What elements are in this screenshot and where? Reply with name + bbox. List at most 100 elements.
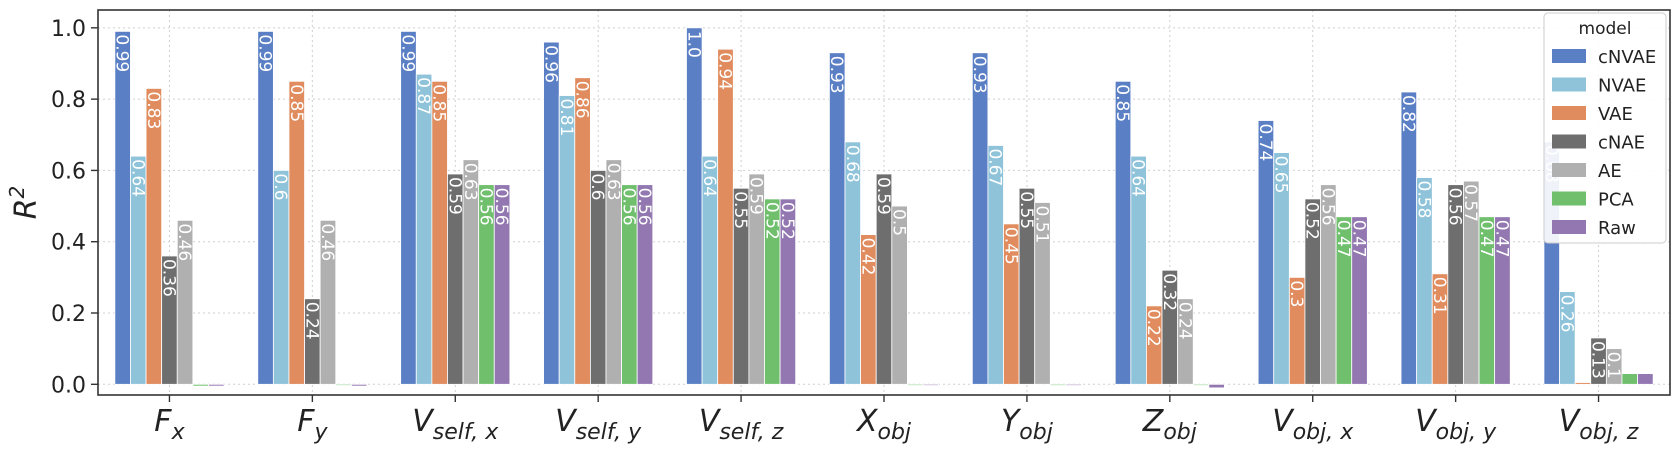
bar-value-label: 0.47: [1333, 220, 1353, 258]
x-tick-label-base: V: [1415, 404, 1438, 439]
bar-value-label: 0.83: [143, 91, 163, 129]
bar-AE-6: [1034, 202, 1051, 385]
legend-item-cNVAE[interactable]: cNVAE: [1552, 47, 1656, 68]
bar-value-label: 0.36: [158, 259, 178, 297]
bar-NVAE-3: [558, 95, 576, 385]
x-tick-label-sub: obj: [1163, 420, 1197, 445]
bar-value-label: 0.55: [730, 191, 750, 229]
bar-AE-0: [176, 219, 194, 385]
bar-value-label: 0.67: [985, 148, 1005, 186]
bar-NVAE-8: [1273, 152, 1290, 385]
bar-value-label: 0.64: [127, 159, 147, 197]
bar-value-label: 0.6: [587, 173, 607, 200]
bar-cNVAE-6: [971, 52, 989, 385]
y-tick-label: 0.8: [51, 88, 86, 113]
legend-label: cNAE: [1598, 133, 1645, 154]
legend-swatch: [1552, 191, 1586, 206]
bar-cNVAE-4: [686, 27, 703, 385]
bar-cNVAE-1: [257, 30, 274, 385]
legend-swatch: [1552, 134, 1586, 149]
bar-cNAE-3: [589, 170, 607, 385]
bar-value-label: 0.32: [1159, 273, 1179, 311]
bar-PCA-5: [907, 383, 924, 386]
bar-value-label: 0.51: [1032, 206, 1052, 244]
bar-Raw-1: [350, 383, 368, 387]
bar-value-label: 0.86: [572, 81, 592, 119]
x-tick-label-base: V: [1559, 404, 1582, 439]
x-tick-label: Fx: [154, 404, 185, 445]
x-tick-label: Vobj, z: [1559, 404, 1639, 445]
legend[interactable]: model cNVAE NVAE VAE cNAE AE PCA Raw: [1543, 12, 1667, 244]
bar-value-label: 0.99: [112, 34, 132, 72]
y-tick-label: 0.6: [51, 159, 86, 184]
x-tick-label: Yobj: [1001, 404, 1054, 445]
bar-Raw-10: [1637, 373, 1654, 385]
x-tick-label-base: Y: [1001, 404, 1022, 439]
x-tick-label: Xobj: [855, 404, 912, 445]
bar-value-label: 0.56: [475, 188, 495, 226]
x-tick-label-sub: self, z: [719, 420, 783, 445]
x-tick-label-sub: obj, x: [1293, 420, 1355, 445]
bar-cNVAE-9: [1400, 91, 1418, 385]
bar-value-label: 0.47: [1476, 220, 1496, 258]
bar-value-label: 0.24: [1174, 302, 1194, 340]
y-label-exponent: 2: [5, 186, 29, 199]
bar-PCA-10: [1621, 373, 1638, 385]
x-tick-label-base: Z: [1142, 404, 1165, 439]
bar-value-label: 0.59: [746, 177, 766, 215]
bar-NVAE-10: [1559, 291, 1576, 385]
bar-value-label: 0.47: [1349, 220, 1369, 258]
x-tick-label-base: F: [154, 404, 172, 439]
legend-label: cNVAE: [1598, 47, 1656, 68]
bar-value-label: 0.56: [491, 188, 511, 226]
bar-PCA-7: [1192, 383, 1210, 386]
y-label-base: R: [9, 198, 44, 219]
bar-value-label: 0.96: [540, 45, 560, 83]
bar-value-label: 0.56: [618, 188, 638, 226]
legend-item-PCA[interactable]: PCA: [1552, 190, 1634, 211]
legend-item-AE[interactable]: AE: [1552, 161, 1622, 182]
legend-item-Raw[interactable]: Raw: [1552, 218, 1636, 239]
bar-PCA-6: [1049, 383, 1067, 386]
bar-cNVAE-5: [829, 52, 846, 385]
bar-value-label: 0.1: [1603, 352, 1623, 379]
bar-value-label: 0.52: [1302, 202, 1322, 240]
plot-frame: [97, 9, 1671, 396]
x-tick-label-sub: x: [171, 420, 186, 445]
y-axis: 0.0 0.2 0.4 0.6 0.8 1.0: [51, 17, 98, 398]
legend-label: AE: [1598, 161, 1622, 182]
bar-value-label: 0.87: [413, 77, 433, 115]
bar-value-label: 0.56: [1317, 188, 1337, 226]
x-tick-label: Vobj, y: [1415, 404, 1497, 445]
bar-Raw-3: [636, 184, 654, 385]
bar-value-label: 0.6: [270, 173, 290, 200]
legend-item-VAE[interactable]: VAE: [1552, 104, 1633, 125]
bar-value-label: 0.85: [429, 84, 449, 122]
bar-AE-5: [891, 205, 908, 385]
bar-Raw-7: [1208, 383, 1225, 389]
legend-item-cNAE[interactable]: cNAE: [1552, 133, 1645, 154]
bar-value-label: 0.59: [444, 177, 464, 215]
bar-Raw-4: [779, 198, 797, 385]
x-tick-label-sub: y: [313, 420, 328, 445]
legend-label: PCA: [1598, 190, 1634, 211]
legend-swatch: [1552, 49, 1586, 63]
bar-Raw-9: [1494, 216, 1511, 385]
bar-value-label: 0.46: [174, 223, 194, 261]
x-tick-label: Vself, y: [555, 404, 642, 445]
bar-value-label: 0.63: [603, 163, 623, 201]
x-tick-label-base: F: [297, 404, 315, 439]
bar-value-label: 0.47: [1491, 220, 1511, 258]
legend-label: VAE: [1598, 104, 1633, 125]
x-tick-label-base: X: [855, 404, 879, 439]
legend-item-NVAE[interactable]: NVAE: [1552, 76, 1646, 97]
bar-cNVAE-3: [543, 41, 560, 385]
y-tick-label: 0.0: [51, 373, 86, 398]
x-tick-label-base: V: [412, 404, 435, 439]
x-tick-label: Fy: [297, 404, 328, 445]
x-tick-label-base: V: [699, 404, 722, 439]
bar-value-label: 0.45: [1000, 227, 1020, 265]
x-axis: Fx Fy Vself, x Vself, y Vself, z Xobj Yobj Zobj…: [154, 395, 1639, 445]
bar-value-label: 0.74: [1255, 124, 1275, 162]
legend-title: model: [1579, 19, 1632, 39]
